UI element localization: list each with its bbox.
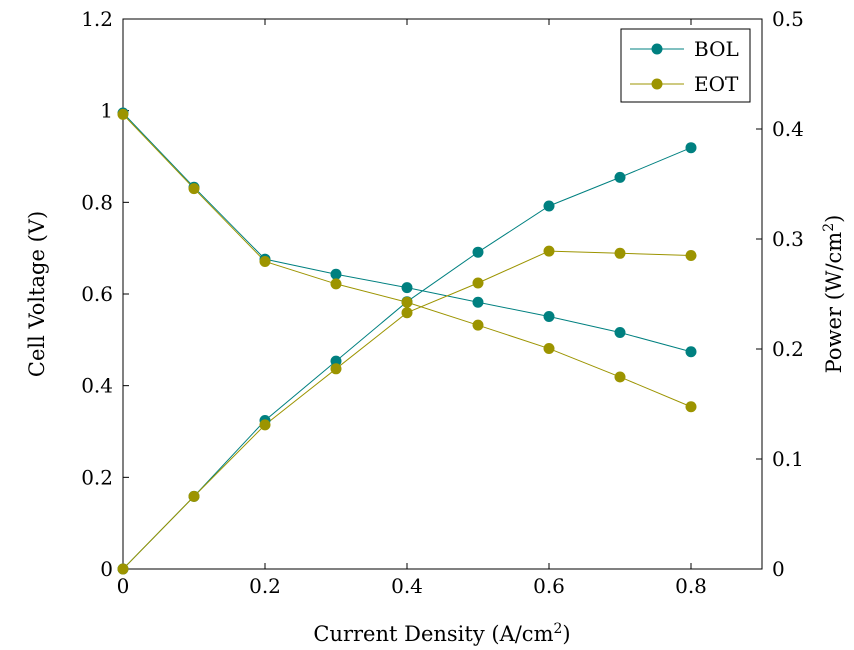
data-point-bol-voltage-7 xyxy=(614,327,626,338)
data-point-eot-power-7 xyxy=(614,247,626,259)
data-point-bol-power-3 xyxy=(330,355,342,367)
data-point-eot-power-2 xyxy=(259,419,271,431)
data-point-eot-power-4 xyxy=(401,307,413,319)
left-tick-label-0: 0 xyxy=(100,557,113,581)
data-point-eot-voltage-0 xyxy=(117,108,129,120)
data-point-bol-power-5 xyxy=(472,246,484,258)
left-axis-title: Cell Voltage (V) xyxy=(25,211,49,377)
data-point-bol-voltage-8 xyxy=(685,346,697,358)
data-point-bol-power-6 xyxy=(543,200,555,212)
data-point-bol-voltage-6 xyxy=(543,310,555,322)
legend-label-bol: BOL xyxy=(694,37,739,61)
data-point-bol-power-8 xyxy=(685,142,697,154)
right-tick-label-0-5: 0.5 xyxy=(772,7,804,31)
data-point-eot-voltage-7 xyxy=(614,371,626,383)
right-tick-label-0-3: 0.3 xyxy=(772,227,804,251)
right-axis-ticks: 0 0.1 0.2 0.3 0.4 0.5 xyxy=(756,7,804,581)
legend: BOL EOT xyxy=(620,28,751,103)
right-tick-label-0-2: 0.2 xyxy=(772,337,804,361)
legend-marker-eot xyxy=(651,78,663,90)
x-axis-ticks: 0 0.2 0.4 0.6 0.8 xyxy=(117,19,707,598)
x-tick-label-0-6: 0.6 xyxy=(533,574,565,598)
left-tick-label-1-2: 1.2 xyxy=(81,7,113,31)
x-tick-label-0-4: 0.4 xyxy=(391,574,423,598)
left-tick-label-0-8: 0.8 xyxy=(81,190,113,214)
legend-label-eot: EOT xyxy=(694,72,739,96)
data-point-eot-power-5 xyxy=(472,277,484,289)
data-point-eot-voltage-1 xyxy=(188,183,200,195)
legend-box xyxy=(620,28,751,103)
legend-entry-bol: BOL xyxy=(630,37,739,61)
data-point-eot-power-1 xyxy=(188,490,200,502)
left-tick-label-0-2: 0.2 xyxy=(81,465,113,489)
data-point-eot-voltage-2 xyxy=(259,255,271,267)
left-tick-label-0-4: 0.4 xyxy=(81,374,113,398)
data-point-eot-voltage-3 xyxy=(330,278,342,290)
data-point-eot-power-0 xyxy=(117,563,129,575)
data-point-eot-voltage-5 xyxy=(472,319,484,331)
right-tick-label-0-1: 0.1 xyxy=(772,447,804,471)
series-layer xyxy=(117,107,697,575)
data-point-bol-voltage-4 xyxy=(401,282,413,294)
left-axis-ticks: 0 0.2 0.4 0.6 0.8 1 1.2 xyxy=(81,7,129,581)
data-point-eot-voltage-8 xyxy=(685,401,697,413)
right-tick-label-0: 0 xyxy=(772,557,785,581)
data-point-bol-voltage-3 xyxy=(330,268,342,280)
right-tick-label-0-4: 0.4 xyxy=(772,117,804,141)
left-tick-label-0-6: 0.6 xyxy=(81,282,113,306)
series-line-bol-power xyxy=(122,147,692,570)
data-point-eot-power-6 xyxy=(543,245,555,257)
data-point-eot-voltage-4 xyxy=(401,296,413,308)
data-point-eot-power-3 xyxy=(330,363,342,375)
data-point-bol-power-7 xyxy=(614,171,626,183)
legend-entry-eot: EOT xyxy=(630,72,739,96)
series-line-eot-voltage xyxy=(122,113,692,408)
x-tick-label-0-8: 0.8 xyxy=(675,574,707,598)
data-point-eot-power-8 xyxy=(685,250,697,261)
left-tick-label-1: 1 xyxy=(100,99,113,123)
right-axis-title: Power (W/cm2) xyxy=(821,215,846,374)
x-tick-label-0-2: 0.2 xyxy=(249,574,281,598)
data-point-eot-voltage-6 xyxy=(543,343,555,355)
x-axis-title: Current Density (A/cm2) xyxy=(313,621,570,646)
legend-marker-bol xyxy=(651,43,663,55)
x-tick-label-0: 0 xyxy=(117,574,130,598)
data-point-bol-voltage-5 xyxy=(472,296,484,308)
